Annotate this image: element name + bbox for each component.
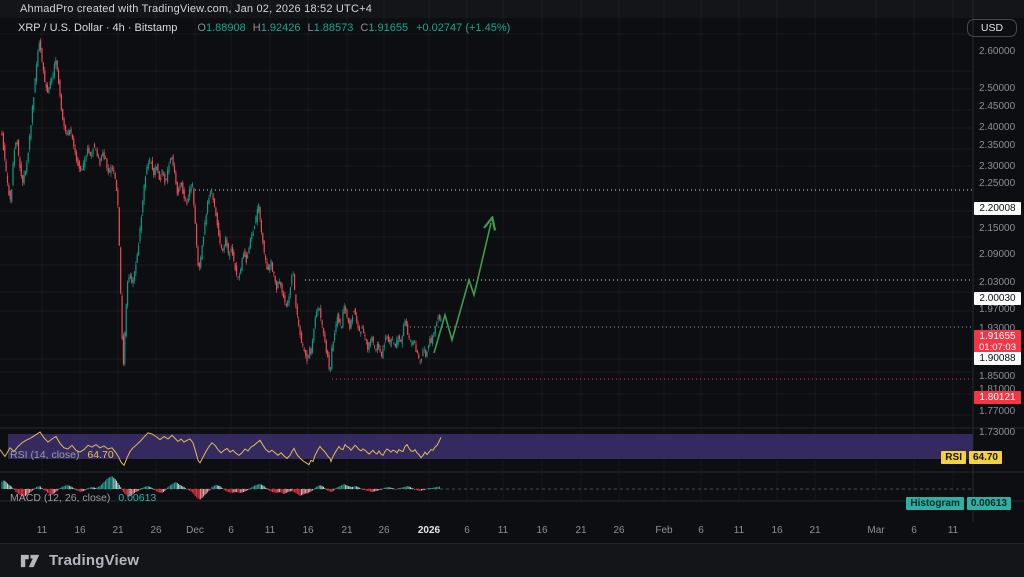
macd-badge-value: 0.00613 xyxy=(966,497,1011,510)
rsi-badge-label: RSI xyxy=(941,451,966,464)
macd-pane-label[interactable]: MACD (12, 26, close) 0.00613 xyxy=(10,492,156,504)
price-axis-label: 2.60000 xyxy=(979,46,1016,57)
macd-value: 0.00613 xyxy=(118,492,157,504)
rsi-band xyxy=(8,434,973,459)
open-value: 1.88908 xyxy=(205,22,246,34)
ohlc-values: O1.88908 H1.92426 L1.88573 C1.91655 +0.02747… xyxy=(190,22,510,34)
price-axis-label: 2.25000 xyxy=(979,178,1016,189)
current-price-tag: 1.91655 01:07:03 xyxy=(974,330,1021,354)
footer-bar: TradingView xyxy=(0,543,1024,577)
tradingview-logo-icon xyxy=(20,554,40,567)
price-axis-label: 2.03000 xyxy=(979,277,1016,288)
time-axis-label: Dec xyxy=(186,525,204,536)
price-axis-label: 1.93000 xyxy=(979,323,1016,334)
price-level-tag: 1.90088 xyxy=(974,352,1021,365)
price-axis-label: 1.85000 xyxy=(979,371,1016,382)
time-axis-label: 26 xyxy=(613,525,625,536)
rsi-value: 64.70 xyxy=(87,449,114,461)
rsi-title: RSI xyxy=(10,449,28,461)
price-axis-label: 2.09000 xyxy=(979,249,1016,260)
time-axis-label: 11 xyxy=(733,525,745,536)
time-axis-label: 21 xyxy=(809,525,821,536)
time-axis-label: 6 xyxy=(228,525,234,536)
chart-legend: XRP / U.S. Dollar · 4h · Bitstamp O1.889… xyxy=(18,22,510,34)
high-label: H xyxy=(252,22,261,34)
candles-layer xyxy=(1,38,442,373)
low-label: L xyxy=(307,22,314,34)
rsi-pane-label[interactable]: RSI (14, close) 64.70 xyxy=(10,449,114,461)
price-axis-label: 1.81000 xyxy=(979,384,1016,395)
time-axis-label: 26 xyxy=(378,525,390,536)
rsi-axis-badges: RSI 64.70 xyxy=(941,451,1002,464)
projection-arrow-drawing xyxy=(433,223,491,354)
close-value: 1.91655 xyxy=(368,22,409,34)
time-axis-label: 21 xyxy=(575,525,587,536)
rsi-params: (14, close) xyxy=(30,449,80,461)
change-value: +0.02747 (+1.45%) xyxy=(416,22,511,34)
time-axis-label: 16 xyxy=(771,525,783,536)
time-axis-label: 2026 xyxy=(417,525,441,536)
bar-countdown: 01:07:03 xyxy=(979,342,1016,353)
time-axis-label: 21 xyxy=(112,525,124,536)
high-value: 1.92426 xyxy=(260,22,301,34)
tradingview-logo-text: TradingView xyxy=(49,552,140,569)
macd-params: (12, 26, close) xyxy=(43,492,111,504)
currency-toggle-button[interactable]: USD xyxy=(967,19,1017,37)
price-level-tag: 2.20008 xyxy=(974,202,1021,215)
rsi-badge-value: 64.70 xyxy=(968,451,1002,464)
symbol-title[interactable]: XRP / U.S. Dollar · 4h · Bitstamp xyxy=(18,22,178,34)
attribution-text: AhmadPro created with TradingView.com, J… xyxy=(20,3,373,15)
time-axis-label: 16 xyxy=(74,525,86,536)
price-axis-label: 1.97000 xyxy=(979,304,1016,315)
time-axis-label: 21 xyxy=(341,525,353,536)
open-label: O xyxy=(197,22,206,34)
time-axis-label: 6 xyxy=(911,525,917,536)
macd-title: MACD xyxy=(10,492,41,504)
rsi-line xyxy=(0,431,442,467)
time-axis-label: 26 xyxy=(150,525,162,536)
price-axis-label: 2.15000 xyxy=(979,223,1016,234)
close-label: C xyxy=(360,22,369,34)
price-level-tag: 2.00030 xyxy=(974,292,1021,305)
time-axis-label: Feb xyxy=(655,525,673,536)
price-axis-label: 1.73000 xyxy=(979,427,1016,438)
price-chart-canvas[interactable] xyxy=(0,0,1024,525)
attribution-bar: AhmadPro created with TradingView.com, J… xyxy=(0,0,1024,18)
macd-axis-badges: Histogram 0.00613 xyxy=(906,497,1011,510)
price-axis-label: 2.35000 xyxy=(979,140,1016,151)
tradingview-logo[interactable]: TradingView xyxy=(20,552,139,569)
price-axis-label: 2.30000 xyxy=(979,161,1016,172)
time-axis-label: 11 xyxy=(497,525,509,536)
price-axis-label: 1.77000 xyxy=(979,406,1016,417)
time-axis-label: 11 xyxy=(947,525,959,536)
current-price-value: 1.91655 xyxy=(979,331,1016,342)
price-axis-label: 2.50000 xyxy=(979,83,1016,94)
time-axis-label: 6 xyxy=(698,525,704,536)
price-axis-label: 2.45000 xyxy=(979,101,1016,112)
time-axis-label: Mar xyxy=(867,525,885,536)
low-value: 1.88573 xyxy=(313,22,354,34)
time-axis-label: 11 xyxy=(264,525,276,536)
time-axis-label: 6 xyxy=(464,525,470,536)
macd-badge-label: Histogram xyxy=(906,497,964,510)
price-axis-label: 2.40000 xyxy=(979,122,1016,133)
time-axis-label: 16 xyxy=(302,525,314,536)
alert-price-tag: 1.80121 xyxy=(974,391,1021,404)
time-axis-label: 16 xyxy=(536,525,548,536)
macd-histogram xyxy=(1,476,440,500)
time-axis-label: 11 xyxy=(36,525,48,536)
